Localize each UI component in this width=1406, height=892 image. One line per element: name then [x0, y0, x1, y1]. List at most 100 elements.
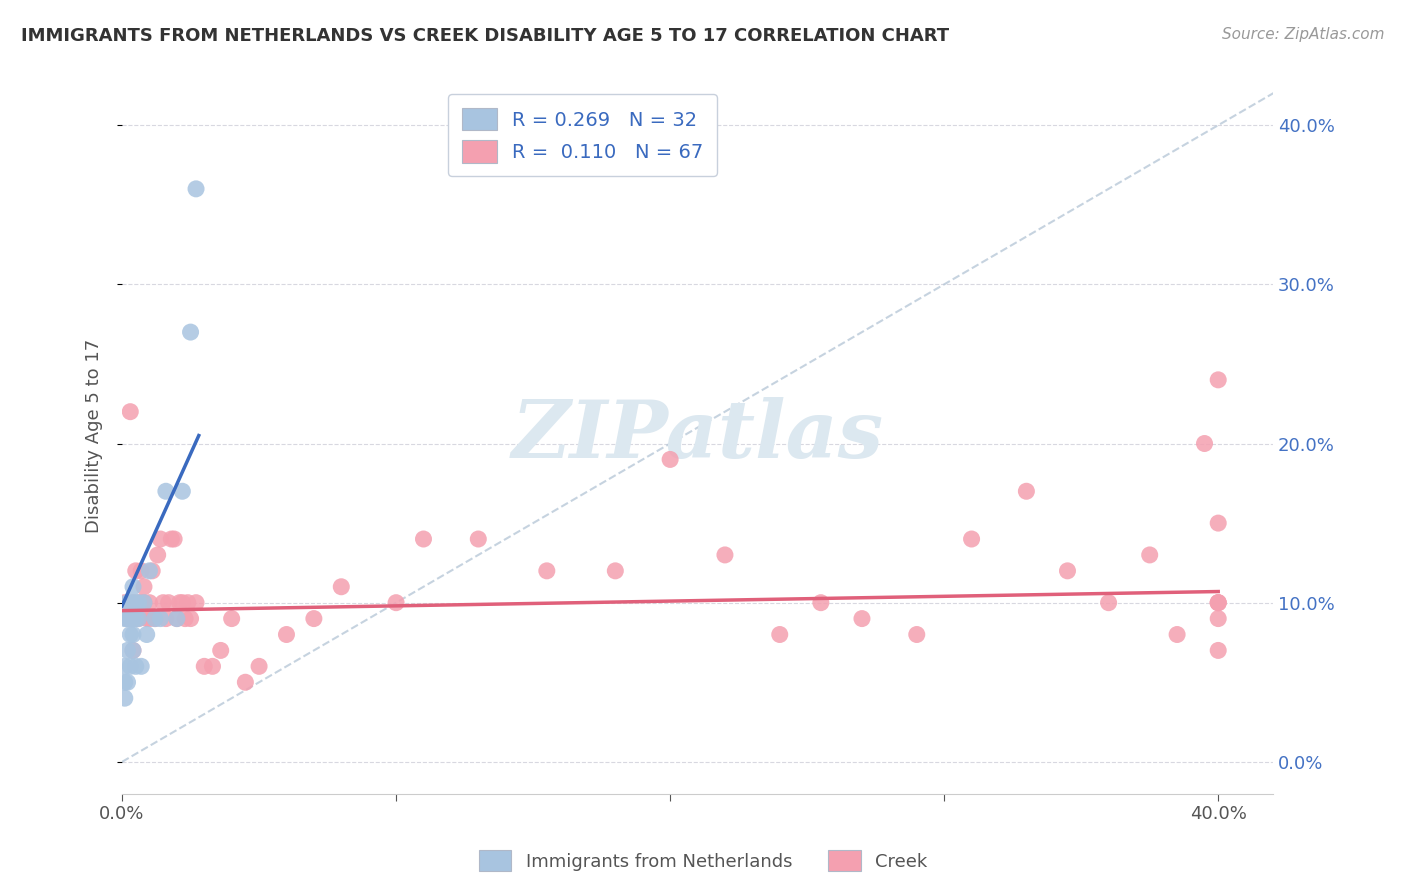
Point	[714, 548, 737, 562]
Point	[184, 182, 207, 196]
Point	[810, 596, 832, 610]
Point	[120, 611, 142, 625]
Point	[1166, 627, 1188, 641]
Point	[120, 611, 142, 625]
Point	[122, 580, 145, 594]
Point	[138, 564, 160, 578]
Point	[302, 611, 325, 625]
Point	[129, 564, 152, 578]
Point	[146, 548, 169, 562]
Point	[1206, 611, 1229, 625]
Point	[120, 659, 142, 673]
Point	[117, 643, 139, 657]
Point	[128, 596, 150, 610]
Point	[172, 484, 194, 499]
Point	[122, 643, 145, 657]
Point	[138, 611, 160, 625]
Point	[1194, 436, 1216, 450]
Point	[166, 611, 188, 625]
Point	[330, 580, 353, 594]
Point	[960, 532, 983, 546]
Point	[117, 675, 139, 690]
Point	[122, 627, 145, 641]
Point	[1206, 516, 1229, 530]
Point	[122, 643, 145, 657]
Point	[157, 596, 180, 610]
Point	[117, 596, 139, 610]
Point	[122, 596, 145, 610]
Point	[120, 596, 142, 610]
Point	[125, 611, 148, 625]
Point	[221, 611, 243, 625]
Point	[659, 452, 682, 467]
Point	[209, 643, 232, 657]
Point	[166, 611, 188, 625]
Point	[125, 611, 148, 625]
Point	[467, 532, 489, 546]
Point	[152, 596, 174, 610]
Point	[177, 596, 200, 610]
Point	[125, 659, 148, 673]
Text: Source: ZipAtlas.com: Source: ZipAtlas.com	[1222, 27, 1385, 42]
Point	[114, 596, 136, 610]
Point	[155, 484, 177, 499]
Point	[1206, 643, 1229, 657]
Point	[1139, 548, 1161, 562]
Point	[132, 596, 155, 610]
Point	[905, 627, 928, 641]
Point	[129, 596, 152, 610]
Point	[149, 532, 172, 546]
Point	[184, 596, 207, 610]
Text: IMMIGRANTS FROM NETHERLANDS VS CREEK DISABILITY AGE 5 TO 17 CORRELATION CHART: IMMIGRANTS FROM NETHERLANDS VS CREEK DIS…	[21, 27, 949, 45]
Point	[135, 627, 157, 641]
Point	[247, 659, 270, 673]
Point	[125, 564, 148, 578]
Point	[180, 611, 202, 625]
Point	[605, 564, 627, 578]
Legend: R = 0.269   N = 32, R =  0.110   N = 67: R = 0.269 N = 32, R = 0.110 N = 67	[449, 95, 717, 177]
Point	[125, 596, 148, 610]
Point	[117, 611, 139, 625]
Point	[141, 564, 163, 578]
Text: ZIPatlas: ZIPatlas	[512, 397, 883, 475]
Point	[138, 596, 160, 610]
Point	[172, 596, 194, 610]
Point	[129, 659, 152, 673]
Point	[120, 405, 142, 419]
Point	[180, 325, 202, 339]
Point	[169, 596, 191, 610]
Point	[117, 611, 139, 625]
Point	[163, 532, 186, 546]
Point	[114, 611, 136, 625]
Point	[132, 596, 155, 610]
Point	[851, 611, 873, 625]
Point	[128, 611, 150, 625]
Point	[412, 532, 434, 546]
Point	[201, 659, 224, 673]
Point	[1206, 596, 1229, 610]
Point	[235, 675, 257, 690]
Point	[114, 675, 136, 690]
Point	[149, 611, 172, 625]
Point	[132, 580, 155, 594]
Point	[1097, 596, 1119, 610]
Point	[174, 611, 197, 625]
Point	[769, 627, 792, 641]
Point	[114, 691, 136, 706]
Point	[1206, 596, 1229, 610]
Point	[1015, 484, 1038, 499]
Point	[1206, 373, 1229, 387]
Point	[385, 596, 408, 610]
Point	[143, 611, 166, 625]
Point	[155, 611, 177, 625]
Legend: Immigrants from Netherlands, Creek: Immigrants from Netherlands, Creek	[471, 843, 935, 879]
Point	[122, 611, 145, 625]
Point	[114, 659, 136, 673]
Point	[536, 564, 558, 578]
Point	[1206, 596, 1229, 610]
Y-axis label: Disability Age 5 to 17: Disability Age 5 to 17	[86, 338, 103, 533]
Point	[1056, 564, 1078, 578]
Point	[120, 627, 142, 641]
Point	[143, 611, 166, 625]
Point	[135, 611, 157, 625]
